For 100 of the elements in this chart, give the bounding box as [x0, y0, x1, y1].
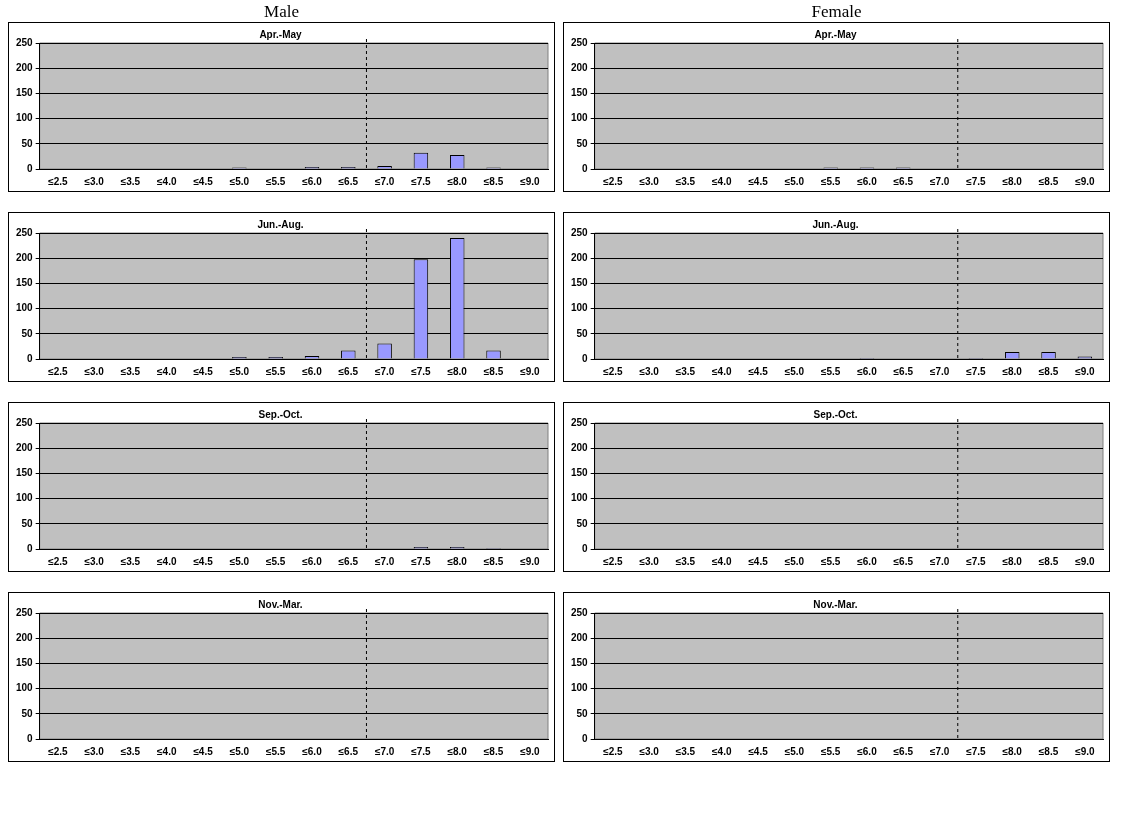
x-tick-label: ≤5.5 [265, 365, 286, 377]
chart-title: Sep.-Oct. [258, 408, 303, 420]
x-tick-label: ≤4.0 [712, 175, 732, 187]
x-tick-label: ≤5.5 [265, 555, 286, 567]
x-tick-label: ≤7.5 [966, 555, 987, 567]
x-tick-label: ≤3.5 [675, 365, 696, 377]
x-tick-label: ≤9.0 [520, 555, 540, 567]
y-tick-label: 100 [16, 492, 34, 504]
x-tick-label: ≤4.0 [157, 365, 177, 377]
x-tick-label: ≤4.5 [193, 175, 214, 187]
x-tick-label: ≤7.0 [929, 555, 950, 567]
x-tick-label: ≤6.0 [857, 365, 878, 377]
x-tick-label: ≤7.0 [929, 175, 950, 187]
x-tick-label: ≤9.0 [1075, 555, 1095, 567]
x-tick-label: ≤4.5 [748, 175, 769, 187]
x-tick-label: ≤7.5 [966, 365, 987, 377]
x-tick-label: ≤6.0 [302, 745, 323, 757]
x-tick-label: ≤3.5 [675, 555, 696, 567]
y-tick-label: 250 [571, 606, 589, 618]
chart-title: Apr.-May [259, 28, 303, 40]
x-tick-label: ≤5.5 [265, 175, 286, 187]
y-tick-label: 250 [571, 416, 589, 428]
x-tick-label: ≤5.0 [784, 365, 805, 377]
x-tick-label: ≤3.0 [639, 745, 660, 757]
x-tick-label: ≤3.5 [120, 175, 141, 187]
y-tick-label: 100 [571, 492, 589, 504]
y-tick-label: 250 [571, 36, 589, 48]
x-tick-label: ≤5.5 [820, 745, 841, 757]
x-tick-label: ≤8.0 [1002, 555, 1023, 567]
x-tick-label: ≤8.5 [1038, 365, 1059, 377]
x-tick-label: ≤2.5 [48, 365, 68, 377]
x-tick-label: ≤7.0 [374, 555, 395, 567]
x-tick-label: ≤3.5 [120, 555, 141, 567]
y-tick-label: 50 [21, 327, 34, 339]
x-tick-label: ≤8.0 [447, 555, 468, 567]
x-tick-label: ≤2.5 [48, 745, 68, 757]
x-tick-label: ≤8.5 [483, 745, 504, 757]
x-tick-label: ≤9.0 [520, 175, 540, 187]
chart-title: Sep.-Oct. [813, 408, 858, 420]
y-tick-label: 50 [21, 137, 34, 149]
x-tick-label: ≤9.0 [520, 365, 540, 377]
x-tick-label: ≤6.5 [893, 745, 914, 757]
y-tick-label: 100 [571, 112, 589, 124]
x-tick-label: ≤3.0 [84, 555, 105, 567]
x-tick-label: ≤5.5 [820, 365, 841, 377]
chart-title: Nov.-Mar. [258, 598, 303, 610]
x-tick-label: ≤8.5 [483, 555, 504, 567]
chart-title: Jun.-Aug. [257, 218, 304, 230]
x-tick-label: ≤7.5 [411, 745, 432, 757]
x-tick-label: ≤7.0 [374, 365, 395, 377]
x-tick-label: ≤6.5 [338, 555, 359, 567]
x-tick-label: ≤8.0 [447, 365, 468, 377]
x-tick-label: ≤4.5 [193, 745, 214, 757]
y-tick-label: 50 [576, 517, 589, 529]
y-tick-label: 100 [16, 112, 34, 124]
x-tick-label: ≤3.0 [84, 365, 105, 377]
x-tick-label: ≤8.0 [447, 745, 468, 757]
x-tick-label: ≤3.5 [675, 175, 696, 187]
y-tick-label: 50 [576, 137, 589, 149]
x-tick-label: ≤8.5 [483, 365, 504, 377]
x-tick-label: ≤6.5 [893, 555, 914, 567]
x-tick-label: ≤6.0 [857, 745, 878, 757]
x-tick-label: ≤3.0 [639, 175, 660, 187]
y-tick-label: 50 [21, 517, 34, 529]
x-tick-label: ≤3.0 [639, 555, 660, 567]
x-tick-label: ≤8.0 [1002, 365, 1023, 377]
x-tick-label: ≤6.0 [302, 175, 323, 187]
x-tick-label: ≤4.0 [712, 745, 732, 757]
x-tick-label: ≤8.0 [1002, 175, 1023, 187]
x-tick-label: ≤8.0 [1002, 745, 1023, 757]
y-tick-label: 0 [582, 732, 589, 744]
x-tick-label: ≤3.0 [84, 175, 105, 187]
x-tick-label: ≤4.0 [157, 175, 177, 187]
x-tick-label: ≤5.5 [820, 555, 841, 567]
x-tick-label: ≤8.0 [447, 175, 468, 187]
x-tick-label: ≤6.5 [338, 365, 359, 377]
y-tick-label: 150 [571, 87, 589, 99]
y-tick-label: 250 [16, 226, 34, 238]
x-tick-label: ≤4.5 [748, 745, 769, 757]
x-tick-label: ≤4.0 [157, 745, 177, 757]
x-tick-label: ≤6.5 [338, 745, 359, 757]
y-tick-label: 100 [571, 682, 589, 694]
x-tick-label: ≤2.5 [48, 175, 68, 187]
x-tick-label: ≤7.0 [929, 365, 950, 377]
x-tick-label: ≤3.0 [639, 365, 660, 377]
chart-title: Jun.-Aug. [812, 218, 859, 230]
y-tick-label: 200 [16, 251, 34, 263]
y-tick-label: 0 [27, 352, 34, 364]
x-tick-label: ≤5.5 [265, 745, 286, 757]
text: Male [264, 2, 299, 21]
x-tick-label: ≤2.5 [48, 555, 68, 567]
x-tick-label: ≤7.5 [411, 555, 432, 567]
x-tick-label: ≤4.5 [748, 555, 769, 567]
x-tick-label: ≤6.5 [893, 175, 914, 187]
y-tick-label: 200 [571, 61, 589, 73]
y-tick-label: 100 [16, 682, 34, 694]
y-tick-label: 150 [16, 657, 34, 669]
y-tick-label: 100 [571, 302, 589, 314]
x-tick-label: ≤9.0 [520, 745, 540, 757]
x-tick-label: ≤4.0 [712, 555, 732, 567]
